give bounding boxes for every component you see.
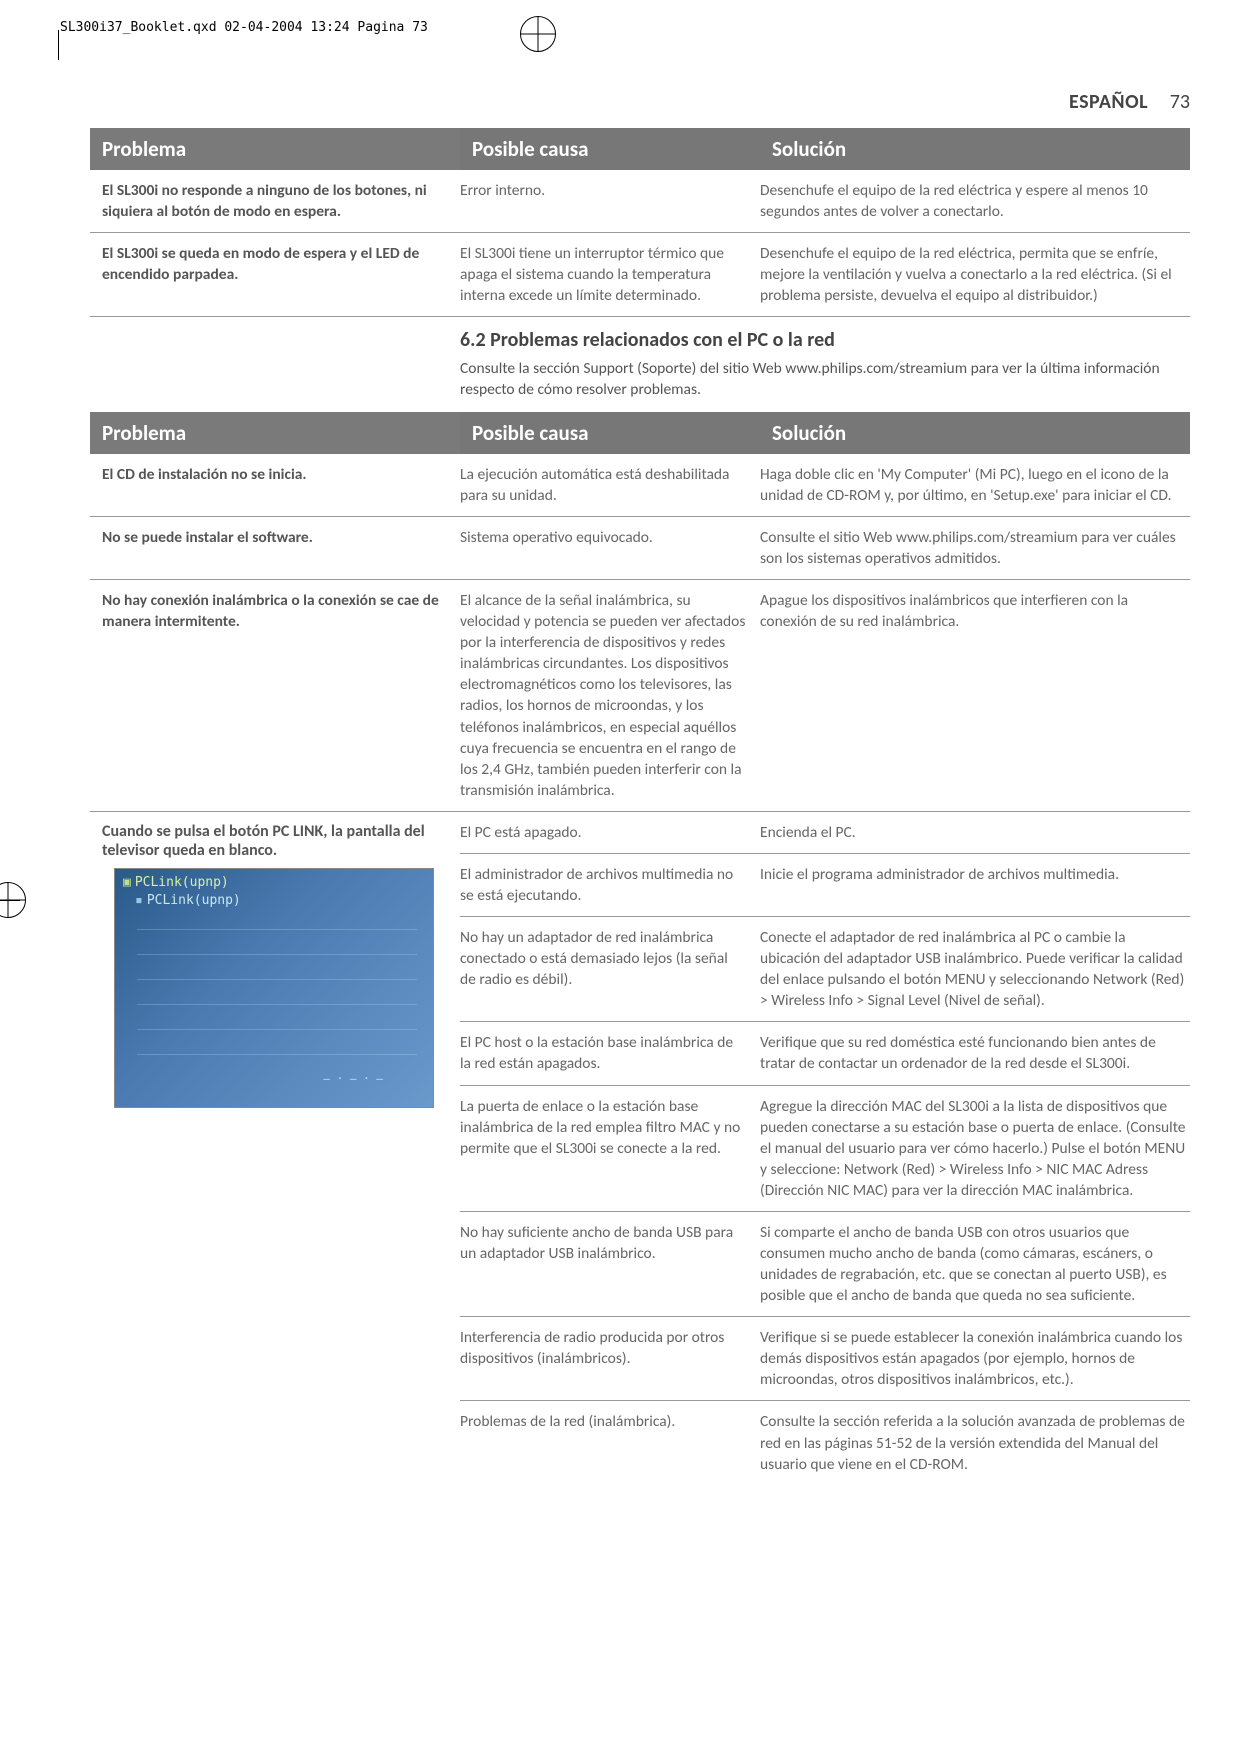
causa-cell: Error interno.	[460, 180, 760, 222]
pclink-block: Cuando se pulsa el botón PC LINK, la pan…	[90, 812, 1190, 1485]
solucion-cell: Apague los dispositivos inalámbricos que…	[760, 590, 1190, 801]
col-causa: Posible causa	[460, 412, 760, 454]
solucion-cell: Desenchufe el equipo de la red eléctrica…	[760, 180, 1190, 222]
table-row: El administrador de archivos multimedia …	[460, 854, 1190, 917]
window-icon: ▣	[123, 875, 131, 890]
page-header: ESPAÑOL 73	[90, 90, 1190, 114]
folder-icon: ▪	[135, 893, 143, 908]
solucion-cell: Haga doble clic en 'My Computer' (Mi PC)…	[760, 464, 1190, 506]
problema-cell: El SL300i se queda en modo de espera y e…	[90, 243, 460, 306]
col-problema: Problema	[90, 128, 460, 170]
solucion-cell: Inicie el programa administrador de arch…	[760, 864, 1190, 906]
causa-cell: El alcance de la señal inalámbrica, su v…	[460, 590, 760, 801]
registration-mark	[520, 16, 556, 52]
col-solucion: Solución	[760, 128, 1190, 170]
section-title: 6.2 Problemas relacionados con el PC o l…	[460, 327, 1190, 354]
causa-cell: El PC está apagado.	[460, 822, 760, 843]
causa-cell: La puerta de enlace o la estación base i…	[460, 1096, 760, 1201]
table-row: No hay suficiente ancho de banda USB par…	[460, 1212, 1190, 1317]
problema-cell: No hay conexión inalámbrica o la conexió…	[90, 590, 460, 801]
solucion-cell: Consulte la sección referida a la soluci…	[760, 1411, 1190, 1474]
causa-cell: No hay suficiente ancho de banda USB par…	[460, 1222, 760, 1306]
screenshot-image: ▣PCLink(upnp) ▪PCLink(upnp) — · — · —	[114, 868, 434, 1108]
table-row: El CD de instalación no se inicia. La ej…	[90, 454, 1190, 517]
crop-mark	[58, 30, 59, 60]
solucion-cell: Desenchufe el equipo de la red eléctrica…	[760, 243, 1190, 306]
table-row: La puerta de enlace o la estación base i…	[460, 1086, 1190, 1212]
col-causa: Posible causa	[460, 128, 760, 170]
table-header-row: Problema Posible causa Solución	[90, 128, 1190, 170]
problema-cell: No se puede instalar el software.	[90, 527, 460, 569]
causa-cell: El PC host o la estación base inalámbric…	[460, 1032, 760, 1074]
causa-cell: No hay un adaptador de red inalámbrica c…	[460, 927, 760, 1011]
causa-cell: Sistema operativo equivocado.	[460, 527, 760, 569]
section-text: Consulte la sección Support (Soporte) de…	[460, 358, 1190, 400]
causa-cell: La ejecución automática está deshabilita…	[460, 464, 760, 506]
table-header-row: Problema Posible causa Solución	[90, 412, 1190, 454]
table-row: Interferencia de radio producida por otr…	[460, 1317, 1190, 1401]
table-row: No se puede instalar el software. Sistem…	[90, 517, 1190, 580]
left-registration	[0, 870, 40, 930]
section-6-2: 6.2 Problemas relacionados con el PC o l…	[90, 316, 1190, 411]
col-solucion: Solución	[760, 412, 1190, 454]
language-label: ESPAÑOL	[1069, 90, 1148, 114]
table-row: El PC host o la estación base inalámbric…	[460, 1022, 1190, 1085]
solucion-cell: Verifique que su red doméstica esté func…	[760, 1032, 1190, 1074]
solucion-cell: Conecte el adaptador de red inalámbrica …	[760, 927, 1190, 1011]
page-content: ESPAÑOL 73 Problema Posible causa Soluci…	[90, 90, 1190, 1485]
causa-cell: El administrador de archivos multimedia …	[460, 864, 760, 906]
causa-cell: Interferencia de radio producida por otr…	[460, 1327, 760, 1390]
solucion-cell: Agregue la dirección MAC del SL300i a la…	[760, 1096, 1190, 1201]
table-row: El SL300i se queda en modo de espera y e…	[90, 233, 1190, 316]
solucion-cell: Encienda el PC.	[760, 822, 1190, 843]
table-row: El SL300i no responde a ninguno de los b…	[90, 170, 1190, 233]
problema-cell: Cuando se pulsa el botón PC LINK, la pan…	[102, 822, 448, 860]
table-row: No hay conexión inalámbrica o la conexió…	[90, 580, 1190, 812]
problema-cell: El SL300i no responde a ninguno de los b…	[90, 180, 460, 222]
table-row: No hay un adaptador de red inalámbrica c…	[460, 917, 1190, 1022]
table-row: Problemas de la red (inalámbrica). Consu…	[460, 1401, 1190, 1484]
page-number: 73	[1170, 90, 1190, 114]
causa-cell: El SL300i tiene un interruptor térmico q…	[460, 243, 760, 306]
table-row: El PC está apagado. Encienda el PC.	[460, 812, 1190, 854]
solucion-cell: Verifique si se puede establecer la cone…	[760, 1327, 1190, 1390]
col-problema: Problema	[90, 412, 460, 454]
solucion-cell: Consulte el sitio Web www.philips.com/st…	[760, 527, 1190, 569]
file-header: SL300i37_Booklet.qxd 02-04-2004 13:24 Pa…	[60, 20, 428, 35]
causa-cell: Problemas de la red (inalámbrica).	[460, 1411, 760, 1474]
solucion-cell: Si comparte el ancho de banda USB con ot…	[760, 1222, 1190, 1306]
problema-cell: El CD de instalación no se inicia.	[90, 464, 460, 506]
